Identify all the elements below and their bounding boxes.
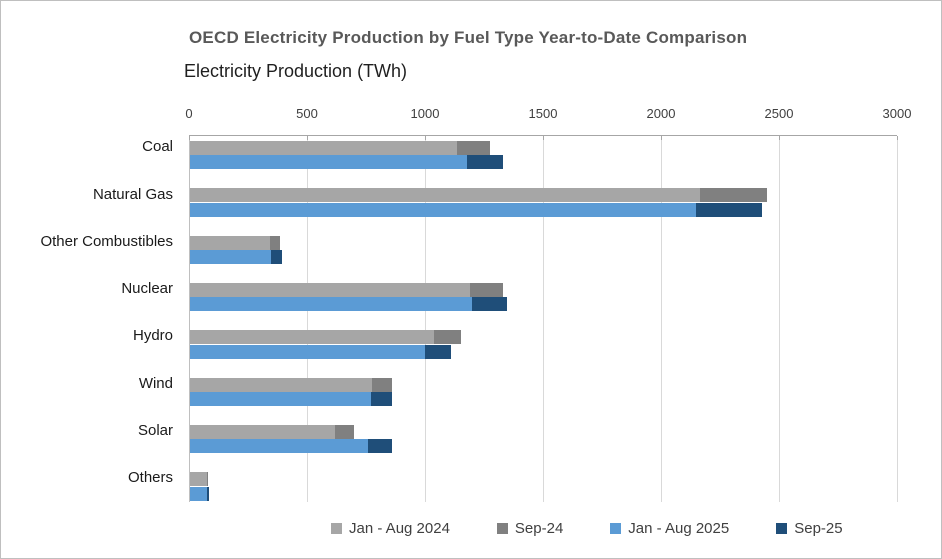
- gridline: [779, 136, 780, 502]
- bar-nuclear-2024: [190, 282, 503, 297]
- bar-segment: [190, 141, 457, 155]
- bar-segment: [190, 235, 271, 250]
- bar-others-2025: [190, 486, 209, 501]
- axis-tick: [543, 136, 544, 140]
- legend-swatch-icon: [610, 523, 622, 534]
- legend-item-sep-24: Sep-24: [496, 520, 564, 537]
- x-tick-label: 0: [185, 106, 193, 121]
- category-label: Others: [127, 469, 173, 487]
- bar-segment: [190, 377, 372, 392]
- category-label: Wind: [138, 374, 173, 392]
- bar-segment: [271, 250, 283, 264]
- bar-hydro-2025: [190, 344, 451, 359]
- bar-other-combustibles-2024: [190, 235, 280, 250]
- bar-segment: [270, 235, 280, 250]
- bar-segment: [206, 486, 209, 501]
- legend-item-sep-25: Sep-25: [776, 520, 843, 537]
- x-tick-label: 1000: [410, 106, 440, 121]
- axis-tick: [779, 136, 780, 140]
- bar-segment: [190, 486, 207, 501]
- bar-segment: [190, 424, 336, 439]
- bar-coal-2024: [190, 141, 490, 155]
- bar-nuclear-2025: [190, 297, 508, 312]
- bar-segment: [434, 330, 462, 345]
- bar-segment: [472, 297, 508, 312]
- legend-label: Sep-25: [794, 520, 843, 537]
- category-label: Natural Gas: [92, 185, 173, 203]
- bar-segment: [190, 188, 700, 203]
- bar-other-combustibles-2025: [190, 250, 283, 264]
- plot-area: [189, 135, 898, 502]
- bar-segment: [370, 391, 392, 406]
- chart-title: OECD Electricity Production by Fuel Type…: [189, 28, 748, 47]
- legend-label: Jan - Aug 2024: [349, 520, 450, 537]
- bar-natural-gas-2024: [190, 188, 767, 203]
- x-tick-label: 2500: [764, 106, 794, 121]
- legend-label: Jan - Aug 2025: [628, 520, 730, 537]
- bar-segment: [371, 377, 392, 392]
- axis-title: Electricity Production (TWh): [184, 61, 408, 81]
- bar-segment: [335, 424, 354, 439]
- bar-others-2024: [190, 472, 209, 487]
- category-label: Solar: [137, 422, 173, 439]
- gridline: [897, 136, 898, 502]
- x-tick-label: 500: [296, 106, 318, 121]
- bar-segment: [424, 344, 451, 359]
- category-label: Coal: [142, 138, 173, 156]
- category-label: Nuclear: [121, 280, 173, 298]
- bar-hydro-2024: [190, 330, 462, 345]
- axis-tick: [189, 136, 190, 140]
- bar-segment: [456, 141, 490, 155]
- bar-segment: [190, 155, 468, 170]
- bar-segment: [467, 155, 503, 170]
- bar-segment: [190, 202, 697, 217]
- gridline: [425, 136, 426, 502]
- legend-swatch-icon: [496, 523, 508, 534]
- bar-segment: [190, 250, 272, 264]
- bar-wind-2024: [190, 377, 392, 392]
- bar-segment: [190, 439, 369, 454]
- bar-natural-gas-2025: [190, 202, 763, 217]
- legend-label: Sep-24: [514, 520, 564, 537]
- bar-segment: [190, 344, 425, 359]
- axis-tick: [661, 136, 662, 140]
- bar-segment: [190, 330, 435, 345]
- bar-segment: [469, 282, 503, 297]
- bar-coal-2025: [190, 155, 503, 170]
- bar-segment: [190, 297, 473, 312]
- bar-segment: [190, 472, 207, 487]
- x-tick-label: 3000: [882, 106, 912, 121]
- legend-item-jan-aug-2025: Jan - Aug 2025: [610, 520, 729, 537]
- bar-segment: [190, 391, 371, 406]
- axis-tick: [897, 136, 898, 140]
- gridline: [307, 136, 308, 502]
- bar-solar-2024: [190, 424, 354, 439]
- bar-segment: [368, 439, 392, 454]
- bar-segment: [190, 282, 470, 297]
- legend-swatch-icon: [331, 523, 342, 534]
- axis-tick: [307, 136, 308, 140]
- gridline: [661, 136, 662, 502]
- bar-solar-2025: [190, 439, 392, 454]
- legend: Jan - Aug 2024 Sep-24 Jan - Aug 2025 Sep-25: [331, 520, 843, 537]
- legend-item-jan-aug-2024: Jan - Aug 2024: [331, 520, 450, 537]
- bar-segment: [206, 472, 209, 487]
- legend-swatch-icon: [776, 523, 788, 534]
- x-tick-label: 1500: [528, 106, 558, 121]
- gridline: [189, 136, 190, 502]
- bar-wind-2025: [190, 391, 392, 406]
- bar-segment: [696, 202, 763, 217]
- category-label: Other Combustibles: [40, 232, 173, 250]
- category-label: Hydro: [132, 327, 173, 345]
- axis-tick: [425, 136, 426, 140]
- bar-segment: [699, 188, 767, 203]
- gridline: [543, 136, 544, 502]
- x-tick-label: 2000: [646, 106, 676, 121]
